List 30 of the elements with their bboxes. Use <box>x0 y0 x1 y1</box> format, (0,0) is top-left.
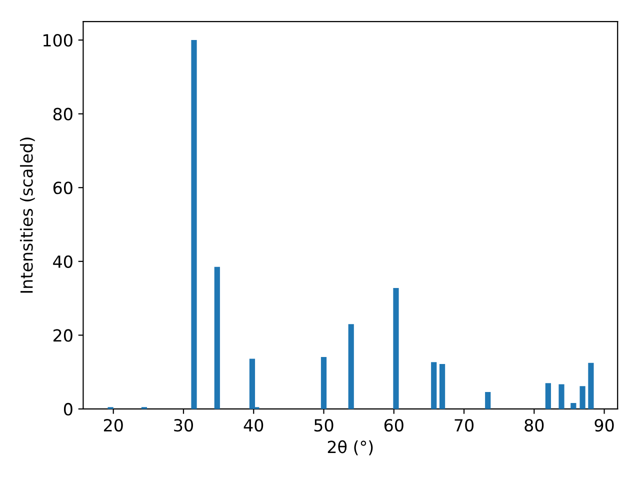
x-tick-label: 70 <box>454 418 474 432</box>
y-tick-label: 60 <box>53 182 72 194</box>
x-tick-label: 30 <box>174 418 193 432</box>
y-axis-title: Intensities (scaled) <box>20 138 35 293</box>
bar <box>393 288 399 409</box>
bar <box>558 384 564 409</box>
bar <box>348 324 354 409</box>
bar <box>431 362 437 409</box>
y-tick-label: 80 <box>53 108 72 120</box>
x-tick-label: 80 <box>524 418 544 432</box>
y-tick-label: 0 <box>64 402 72 416</box>
bar <box>439 364 446 409</box>
y-tick-label: 20 <box>53 329 72 342</box>
x-tick-label: 60 <box>384 418 404 432</box>
bar <box>570 403 576 409</box>
bar <box>249 358 256 409</box>
bar <box>320 356 327 409</box>
bar <box>485 392 491 409</box>
x-tick-label: 90 <box>594 418 614 432</box>
bar <box>214 266 220 409</box>
y-tick-label: 40 <box>53 255 72 268</box>
y-tick-label: 100 <box>43 34 72 47</box>
bar <box>580 386 586 409</box>
x-tick-label: 40 <box>244 418 264 432</box>
bar <box>191 40 197 409</box>
bar <box>588 362 594 409</box>
x-tick-label: 50 <box>314 418 334 432</box>
bar <box>545 383 551 409</box>
x-axis-title: 2θ (°) <box>328 440 373 456</box>
x-tick-label: 20 <box>104 418 123 432</box>
